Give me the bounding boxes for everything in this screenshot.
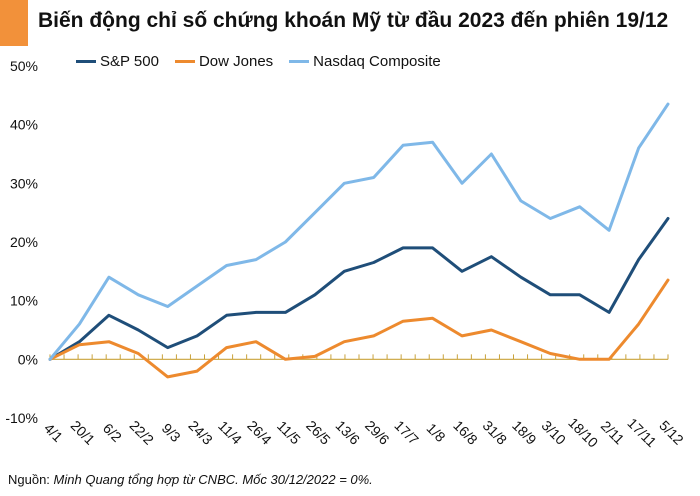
x-tick-label: 31/8 bbox=[480, 417, 511, 448]
legend-item-nasdaq: Nasdaq Composite bbox=[289, 53, 441, 70]
x-tick-label: 11/4 bbox=[215, 418, 245, 448]
y-tick-label: 40% bbox=[10, 117, 38, 133]
x-tick-label: 20/1 bbox=[68, 417, 99, 448]
source-note: Nguồn: Minh Quang tổng hợp từ CNBC. Mốc … bbox=[8, 472, 373, 487]
x-tick-label: 4/1 bbox=[41, 420, 66, 445]
series-line-sp500 bbox=[48, 217, 670, 361]
x-tick-label: 9/3 bbox=[159, 420, 184, 445]
legend: S&P 500 Dow Jones Nasdaq Composite bbox=[76, 50, 457, 72]
x-tick-label: 26/4 bbox=[244, 417, 275, 448]
x-tick-label: 1/8 bbox=[424, 420, 449, 445]
x-tick-label: 26/5 bbox=[303, 417, 334, 448]
series-line-nasdaq bbox=[48, 102, 670, 361]
x-tick-label: 13/6 bbox=[333, 417, 364, 448]
x-tick-label: 17/11 bbox=[624, 415, 660, 451]
legend-label-dow: Dow Jones bbox=[198, 52, 274, 70]
title-accent-bar bbox=[0, 0, 28, 46]
x-tick-label: 18/9 bbox=[509, 417, 540, 448]
legend-item-sp500: S&P 500 bbox=[76, 53, 159, 70]
legend-swatch-sp500 bbox=[76, 59, 96, 63]
legend-swatch-dow bbox=[174, 59, 195, 63]
x-tick-label: 17/7 bbox=[391, 417, 422, 448]
source-prefix: Nguồn: bbox=[8, 472, 54, 487]
legend-label-sp500: S&P 500 bbox=[100, 52, 159, 70]
y-tick-label: 20% bbox=[10, 234, 38, 250]
x-tick-label: 5/12 bbox=[656, 417, 687, 448]
y-tick-label: 0% bbox=[18, 351, 38, 367]
source-text: Minh Quang tổng hợp từ CNBC. Mốc 30/12/2… bbox=[53, 472, 373, 487]
x-tick-label: 6/2 bbox=[100, 420, 125, 445]
y-tick-label: 50% bbox=[10, 58, 38, 74]
legend-item-dow: Dow Jones bbox=[174, 52, 274, 70]
y-tick-label: 10% bbox=[10, 293, 38, 309]
x-tick-label: 22/2 bbox=[127, 417, 158, 448]
legend-label-nasdaq: Nasdaq Composite bbox=[313, 52, 441, 70]
x-tick-label: 3/10 bbox=[539, 417, 570, 448]
x-tick-label: 2/11 bbox=[598, 418, 628, 448]
y-tick-label: 30% bbox=[10, 175, 38, 191]
legend-swatch-nasdaq bbox=[289, 59, 310, 63]
x-tick-label: 16/8 bbox=[450, 417, 481, 448]
line-chart: -10% 0% 10% 20% 30% 40% 50% 4/1 20/1 6/2 22/2 9/3 24… bbox=[5, 58, 687, 451]
chart-title: Biến động chỉ số chứng khoán Mỹ từ đầu 2… bbox=[38, 9, 669, 32]
series-line-dow bbox=[48, 278, 670, 379]
y-tick-label: -10% bbox=[5, 410, 38, 426]
x-tick-label: 24/3 bbox=[185, 417, 216, 448]
x-tick-label: 18/10 bbox=[565, 414, 601, 450]
title-bar: Biến động chỉ số chứng khoán Mỹ từ đầu 2… bbox=[0, 0, 700, 46]
x-tick-label: 11/5 bbox=[274, 418, 304, 448]
x-tick-label: 29/6 bbox=[362, 417, 393, 448]
